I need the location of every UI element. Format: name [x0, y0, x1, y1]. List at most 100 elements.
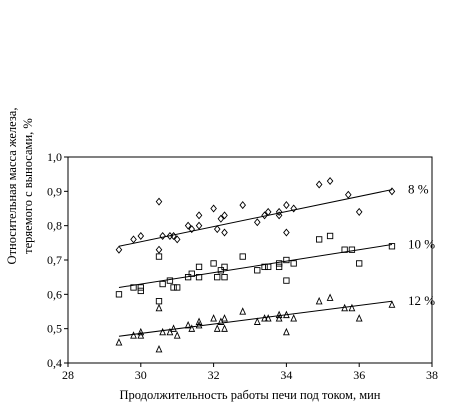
diamond-marker	[213, 225, 221, 234]
square-marker	[356, 260, 363, 267]
triangle-marker	[348, 303, 356, 312]
triangle-marker	[170, 324, 177, 332]
triangle-marker	[355, 314, 363, 322]
series-labels: 8 % 10 % 12 %	[408, 182, 435, 309]
square-marker	[159, 280, 166, 288]
triangle-marker	[282, 310, 290, 319]
diamond-marker	[184, 221, 192, 230]
diamond-marker	[290, 204, 297, 213]
y-axis-ticks: 0,4 0,5 0,6 0,7 0,8 0,9 1,0	[47, 150, 68, 370]
diamond-marker	[137, 231, 145, 240]
square-marker	[221, 274, 228, 281]
square-marker	[316, 236, 323, 243]
triangle-marker	[137, 331, 145, 339]
x-axis-title: Продолжительность работы печи под током,…	[120, 388, 381, 402]
square-marker	[275, 263, 283, 271]
triangle-marker	[210, 314, 218, 322]
square-marker	[221, 263, 228, 271]
y-tick-label: 0,4	[47, 356, 62, 370]
square-marker	[184, 274, 192, 281]
x-tick-label: 34	[280, 368, 292, 382]
square-marker	[265, 263, 272, 271]
diamond-marker	[195, 211, 203, 220]
diamond-marker	[261, 211, 268, 220]
triangle-marker	[166, 327, 174, 336]
diamond-marker	[355, 207, 363, 216]
triangle-marker	[282, 327, 290, 336]
series-label: 8 %	[408, 182, 429, 197]
diamond-marker	[253, 218, 261, 227]
y-axis-title: Относительная масса железа, теряемого с …	[5, 108, 35, 265]
diamond-marker	[155, 245, 163, 254]
square-marker	[170, 284, 177, 291]
triangle-marker	[115, 338, 123, 346]
square-marker	[188, 270, 195, 277]
triangle-marker	[155, 344, 163, 353]
square-marker	[137, 284, 144, 291]
diamond-marker	[326, 177, 334, 186]
square-marker	[290, 260, 297, 267]
square-marker	[341, 246, 348, 253]
triangle-marker	[221, 314, 228, 322]
triangle-marker	[261, 314, 268, 322]
square-marker	[130, 284, 137, 291]
triangle-marker	[217, 317, 225, 325]
diamond-marker	[210, 204, 217, 213]
diamond-marker	[275, 207, 283, 216]
y-tick-label: 0,7	[47, 253, 62, 267]
triangle-marker	[326, 293, 334, 301]
diamond-marker	[217, 214, 225, 223]
diamond-marker	[264, 207, 272, 216]
y-axis-title-line-2: теряемого с выносами, %	[21, 118, 35, 254]
square-marker	[326, 232, 334, 240]
square-marker	[137, 287, 144, 295]
x-tick-label: 30	[135, 368, 147, 382]
diamond-marker	[239, 201, 247, 210]
triangle-marker	[239, 307, 247, 315]
diamond-marker	[283, 228, 290, 237]
y-tick-label: 0,9	[47, 184, 62, 198]
triangle-marker	[188, 324, 196, 332]
series-label: 10 %	[408, 237, 435, 252]
y-tick-label: 0,6	[47, 287, 62, 301]
trend-line	[118, 244, 393, 288]
diamond-marker	[155, 197, 163, 206]
diamond-marker	[188, 225, 196, 234]
triangle-marker	[341, 303, 349, 312]
triangle-marker	[264, 314, 272, 322]
diamond-marker	[170, 231, 177, 240]
diamond-marker	[159, 231, 166, 240]
trend-line	[118, 300, 393, 337]
triangle-marker	[195, 317, 203, 325]
y-tick-label: 1,0	[47, 150, 62, 164]
plot-area	[67, 156, 433, 364]
trend-lines	[118, 189, 393, 337]
triangle-marker	[195, 320, 203, 329]
diamond-marker	[221, 228, 228, 237]
diamond-marker	[283, 201, 290, 210]
square-marker	[195, 274, 203, 281]
square-marker	[348, 246, 356, 253]
square-marker	[166, 277, 174, 284]
square-marker	[174, 284, 181, 291]
triangle-marker	[137, 327, 145, 336]
diamond-marker	[130, 235, 137, 244]
square-marker	[155, 298, 163, 305]
square-marker	[254, 267, 261, 274]
square-marker	[261, 263, 268, 271]
square-marker	[155, 253, 163, 260]
square-marker	[283, 277, 290, 284]
triangle-marker	[275, 310, 283, 319]
trend-line	[118, 189, 393, 247]
triangle-marker	[253, 317, 261, 325]
triangle-marker	[159, 327, 167, 336]
x-tick-label: 36	[353, 368, 365, 382]
y-axis-title-line-1: Относительная масса железа,	[5, 108, 19, 265]
triangle-marker	[184, 320, 192, 329]
triangle-marker	[173, 331, 181, 339]
diamond-marker	[388, 187, 396, 196]
triangle-marker	[155, 303, 163, 312]
diamond-marker	[344, 190, 352, 199]
diamond-marker	[173, 235, 181, 244]
